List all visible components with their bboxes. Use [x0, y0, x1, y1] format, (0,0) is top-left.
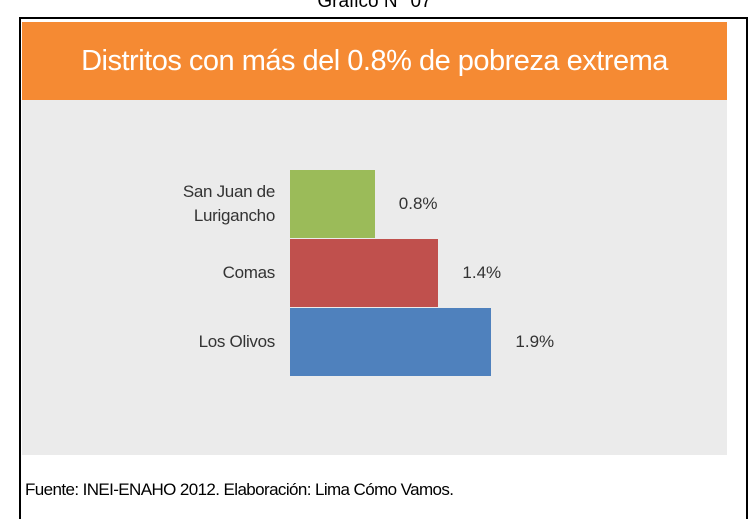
bar: [290, 239, 439, 307]
value-label: 1.4%: [462, 263, 502, 282]
bar: [290, 308, 492, 376]
source: Fuente: INEI-ENAHO 2012. Elaboración: Li…: [25, 480, 454, 499]
value-label: 0.8%: [398, 194, 438, 213]
chart-title: Distritos con más del 0.8% de pobreza ex…: [81, 45, 668, 77]
figure-label: Gráfico N° 07: [317, 0, 432, 12]
frame: [19, 17, 748, 519]
value-label: 1.9%: [515, 332, 555, 351]
category-label: Comas: [222, 263, 276, 282]
category-label: San Juan de Lurigancho: [182, 182, 275, 225]
category-label: Los Olivos: [198, 332, 276, 351]
bar: [290, 170, 375, 238]
title-banner: [22, 22, 727, 100]
page: Gráfico N° 07 Distritos con más del 0.8%…: [19, 0, 748, 519]
